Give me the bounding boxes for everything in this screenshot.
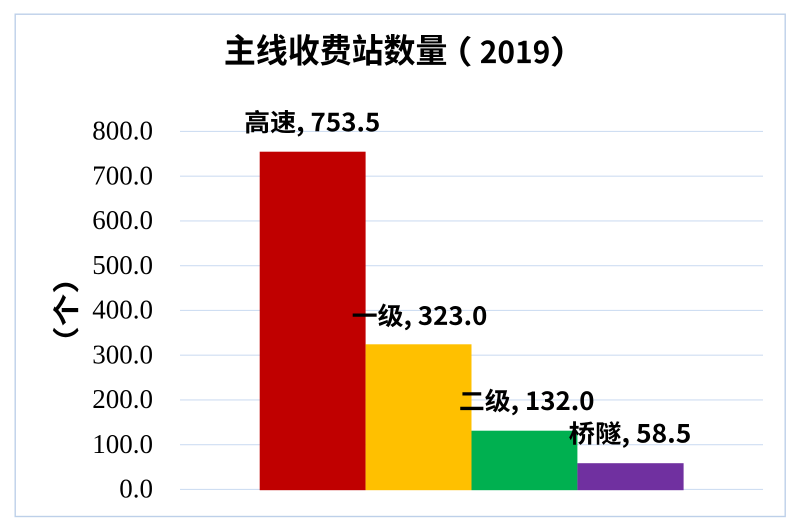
svg-text:100.0: 100.0 (92, 429, 153, 459)
svg-text:200.0: 200.0 (92, 384, 153, 414)
svg-text:0.0: 0.0 (119, 474, 153, 504)
svg-text:800.0: 800.0 (92, 116, 153, 146)
svg-text:600.0: 600.0 (92, 205, 153, 235)
svg-text:400.0: 400.0 (92, 295, 153, 325)
svg-text:700.0: 700.0 (92, 160, 153, 190)
svg-text:300.0: 300.0 (92, 339, 153, 369)
svg-text:500.0: 500.0 (92, 250, 153, 280)
